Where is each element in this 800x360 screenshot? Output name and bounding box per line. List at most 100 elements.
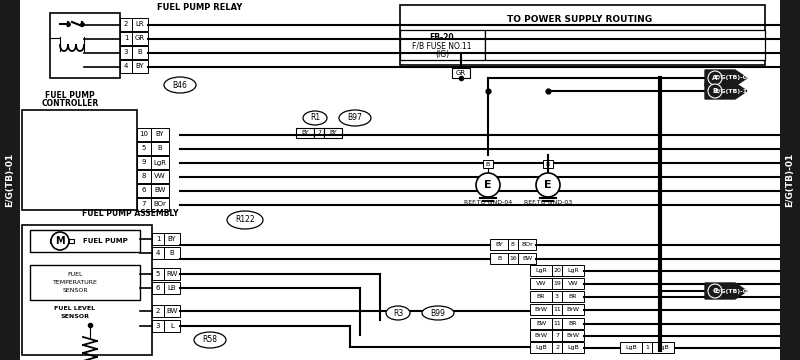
Bar (132, 60, 148, 73)
Bar (0, 0, 20, 360)
Text: 1: 1 (124, 36, 128, 41)
Text: R3: R3 (393, 309, 403, 318)
Polygon shape (705, 83, 747, 99)
Bar (530, 318, 552, 329)
Bar (530, 265, 552, 276)
Bar (164, 282, 180, 294)
Bar (530, 278, 552, 289)
Polygon shape (705, 283, 747, 299)
Text: A: A (712, 75, 718, 81)
Text: LgB: LgB (567, 345, 579, 350)
Bar (120, 46, 132, 59)
Text: FUEL PUMP ASSEMBLY: FUEL PUMP ASSEMBLY (82, 208, 178, 217)
Text: 10: 10 (139, 131, 149, 138)
Text: LgB: LgB (625, 345, 637, 350)
Text: 3: 3 (555, 294, 559, 299)
Circle shape (708, 84, 722, 98)
Text: LgR: LgR (567, 268, 579, 273)
Text: R58: R58 (202, 336, 218, 345)
Bar (151, 142, 169, 155)
Ellipse shape (386, 306, 410, 320)
Bar (120, 60, 132, 73)
Text: VW: VW (536, 281, 546, 286)
Bar (132, 46, 148, 59)
Text: B: B (158, 145, 162, 152)
Text: (IG): (IG) (435, 50, 449, 59)
Text: 8: 8 (511, 242, 515, 247)
Bar (483, 160, 493, 168)
Text: RW: RW (166, 271, 178, 277)
Bar (552, 304, 562, 315)
Text: E: E (544, 180, 552, 190)
Text: LgB: LgB (535, 345, 547, 350)
Bar (164, 305, 180, 317)
Text: FUEL: FUEL (67, 271, 82, 276)
Text: BrW: BrW (534, 307, 547, 312)
Bar (518, 239, 536, 250)
Text: B99: B99 (430, 309, 446, 318)
Text: F/B FUSE NO.11: F/B FUSE NO.11 (412, 41, 472, 50)
Text: BY: BY (136, 63, 144, 69)
Text: FUEL PUMP RELAY: FUEL PUMP RELAY (158, 3, 242, 12)
Text: B: B (497, 256, 501, 261)
Text: TEMPERATURE: TEMPERATURE (53, 279, 98, 284)
Bar (652, 342, 674, 353)
Ellipse shape (194, 332, 226, 348)
Bar (543, 160, 553, 168)
Text: FB-20: FB-20 (430, 33, 454, 42)
Bar (485, 30, 765, 60)
Text: E/G(TB)-01: E/G(TB)-01 (6, 153, 14, 207)
Text: SENSOR: SENSOR (62, 288, 88, 292)
Bar (490, 253, 508, 264)
Bar (518, 253, 536, 264)
Bar (152, 247, 164, 259)
Text: C: C (713, 288, 718, 294)
Bar (152, 320, 164, 332)
Bar (552, 342, 562, 353)
Bar (562, 342, 584, 353)
Text: 5: 5 (142, 145, 146, 152)
Text: 7: 7 (142, 202, 146, 207)
Text: LgR: LgR (154, 159, 166, 166)
Circle shape (51, 232, 69, 250)
Text: BY: BY (495, 242, 503, 247)
Bar (152, 282, 164, 294)
Text: E/G(TB)-02: E/G(TB)-02 (714, 288, 752, 293)
Bar (137, 128, 151, 141)
Bar (152, 233, 164, 245)
Text: 6: 6 (142, 188, 146, 194)
Bar (562, 318, 584, 329)
Bar (400, 5, 765, 65)
Text: BW: BW (522, 256, 532, 261)
Text: B: B (170, 250, 174, 256)
Text: L: L (170, 323, 174, 329)
Bar (314, 128, 324, 138)
Text: BR: BR (569, 294, 578, 299)
Bar (452, 68, 470, 78)
Bar (562, 278, 584, 289)
Bar (152, 268, 164, 280)
Bar (132, 18, 148, 31)
Text: BY: BY (301, 130, 309, 135)
Text: 2: 2 (156, 308, 160, 314)
Text: BY: BY (156, 131, 164, 138)
Circle shape (708, 284, 722, 298)
Text: LgB: LgB (657, 345, 669, 350)
Bar (137, 142, 151, 155)
Bar (490, 239, 508, 250)
Text: 11: 11 (553, 321, 561, 326)
Bar (780, 0, 800, 360)
Text: BY: BY (168, 236, 176, 242)
Text: LgR: LgR (535, 268, 547, 273)
Bar (508, 253, 518, 264)
Bar (562, 265, 584, 276)
Bar (562, 291, 584, 302)
Bar (164, 233, 180, 245)
Text: LB: LB (168, 285, 176, 291)
Text: CONTROLLER: CONTROLLER (42, 99, 98, 108)
Bar (152, 305, 164, 317)
Bar (50, 239, 55, 243)
Ellipse shape (422, 306, 454, 320)
Text: FUEL PUMP: FUEL PUMP (82, 238, 127, 244)
Bar (50, 13, 120, 78)
